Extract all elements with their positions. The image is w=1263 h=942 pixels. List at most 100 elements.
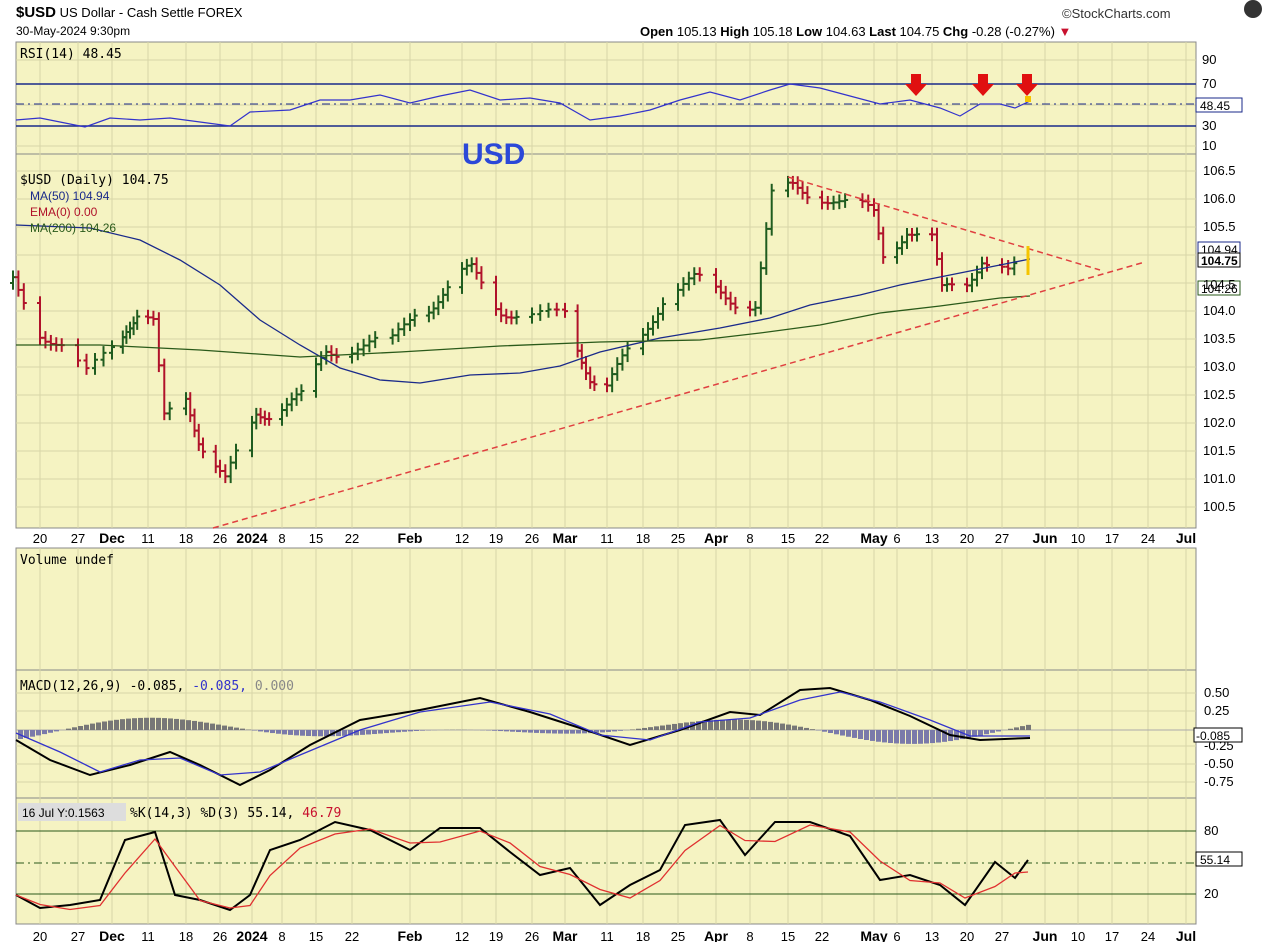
high-label: High: [720, 24, 750, 39]
macd-hist-bar: [642, 727, 647, 730]
x-tick-label: 19: [489, 929, 503, 942]
macd-hist-bar: [258, 730, 263, 732]
price-tick: 106.5: [1203, 163, 1236, 178]
macd-hist-bar: [240, 728, 245, 730]
macd-hist-bar: [498, 730, 503, 732]
macd-hist-bar: [558, 730, 563, 734]
x-tick-label: 22: [815, 531, 829, 546]
macd-hist-bar: [318, 730, 323, 737]
macd-tick: -0.50: [1204, 756, 1234, 771]
macd-hist-bar: [492, 730, 497, 731]
macd-hist-bar: [210, 723, 215, 730]
macd-hist-bar: [954, 730, 959, 741]
x-tick-label: 15: [309, 531, 323, 546]
x-tick-label: 20: [960, 531, 974, 546]
x-tick-label: 17: [1105, 929, 1119, 942]
x-tick-label: May: [860, 928, 887, 942]
macd-hist-bar: [120, 719, 125, 730]
x-tick-label: 15: [781, 531, 795, 546]
macd-legend: MACD(12,26,9) -0.085, -0.085, 0.000: [20, 679, 294, 694]
macd-hist-bar: [66, 728, 71, 730]
macd-hist-bar: [774, 722, 779, 730]
macd-hist-bar: [822, 730, 827, 732]
stoch-legend: %K(14,3) %D(3) 55.14, 46.79: [130, 806, 341, 821]
stoch-legend-k: %K(14,3) %D(3) 55.14,: [130, 806, 294, 821]
macd-hist-bar: [888, 730, 893, 743]
rsi-tick: 90: [1202, 52, 1216, 67]
macd-hist-bar: [780, 723, 785, 730]
x-tick-label: 11: [600, 531, 614, 546]
x-tick-label: 10: [1071, 929, 1085, 942]
macd-hist-bar: [738, 719, 743, 730]
macd-hist-bar: [294, 730, 299, 736]
macd-hist-bar: [360, 730, 365, 735]
last-price-tag-box: [1197, 252, 1241, 268]
ma50-line: [15, 224, 1031, 384]
x-tick-label: 8: [746, 531, 753, 546]
macd-hist-bar: [312, 730, 317, 737]
rsi-value-tag-box: [1195, 97, 1243, 113]
rsi-group: 907050301048.45: [15, 52, 1243, 153]
macd-hist-bar: [792, 725, 797, 730]
macd-hist-bar: [858, 730, 863, 740]
macd-hist-bar: [990, 730, 995, 733]
macd-hist-bar: [594, 730, 599, 733]
usd-annotation: USD: [462, 138, 525, 171]
x-tick-label: 26: [525, 531, 539, 546]
price-tick: 106.0: [1203, 191, 1236, 206]
rsi-line: [15, 83, 1031, 128]
ma50-legend: MA(50) 104.94: [30, 189, 110, 203]
x-tick-label: Mar: [553, 928, 578, 942]
macd-hist-bar: [156, 717, 161, 730]
macd-hist-bar: [222, 725, 227, 730]
ma200-legend: MA(200) 104.26: [30, 221, 116, 235]
x-tick-label: Feb: [398, 530, 423, 546]
macd-hist-bar: [648, 727, 653, 730]
macd-hist-bar: [696, 721, 701, 730]
rsi-panel: [15, 41, 1197, 155]
macd-value-tag: -0.085: [1196, 729, 1230, 743]
macd-hist-bar: [666, 724, 671, 730]
price-tick: 105.5: [1203, 219, 1236, 234]
macd-hist-bar: [930, 730, 935, 744]
stoch-value-tag-box: [1195, 851, 1243, 867]
macd-hist-bar: [564, 730, 569, 734]
ohlc-readout: Open 105.13 High 105.18 Low 104.63 Last …: [640, 24, 1071, 39]
open-value: 105.13: [676, 24, 717, 39]
x-tick-label: Apr: [704, 928, 729, 942]
x-tick-label: 25: [671, 929, 685, 942]
macd-hist-bar: [216, 724, 221, 730]
stoch-d-line: [15, 824, 1029, 911]
x-tick-label: Dec: [99, 928, 125, 942]
help-icon[interactable]: [1244, 0, 1262, 18]
x-tick-label: 2024: [236, 928, 267, 942]
macd-tick: 0.50: [1204, 685, 1229, 700]
macd-hist-bar: [138, 717, 143, 730]
stoch-k-line: [15, 818, 1029, 912]
signal-line: [15, 691, 1030, 776]
macd-hist-bar: [978, 730, 983, 736]
macd-hist-bar: [306, 730, 311, 736]
macd-panel: [15, 669, 1197, 799]
x-tick-label: 12: [455, 531, 469, 546]
macd-hist-bar: [744, 719, 749, 730]
macd-hist-bar: [516, 730, 521, 733]
macd-hist-bar: [192, 720, 197, 730]
macd-hist-bar: [282, 730, 287, 735]
x-tick-label: 26: [213, 929, 227, 942]
macd-hist-bar: [660, 725, 665, 730]
macd-hist-bar: [198, 721, 203, 730]
macd-hist-bar: [264, 730, 269, 733]
x-tick-label: Jul: [1176, 928, 1196, 942]
x-tick-label: 11: [600, 929, 614, 942]
x-tick-label: 20: [960, 929, 974, 942]
x-tick-label: Dec: [99, 530, 125, 546]
price-panel: [15, 153, 1197, 529]
macd-hist-bar: [630, 729, 635, 730]
macd-hist-bar: [636, 728, 641, 730]
x-tick-label: 6: [893, 929, 900, 942]
high-value: 105.18: [752, 24, 793, 39]
macd-hist-bar: [234, 727, 239, 730]
macd-hist-bar: [894, 730, 899, 744]
macd-hist-bar: [378, 730, 383, 734]
